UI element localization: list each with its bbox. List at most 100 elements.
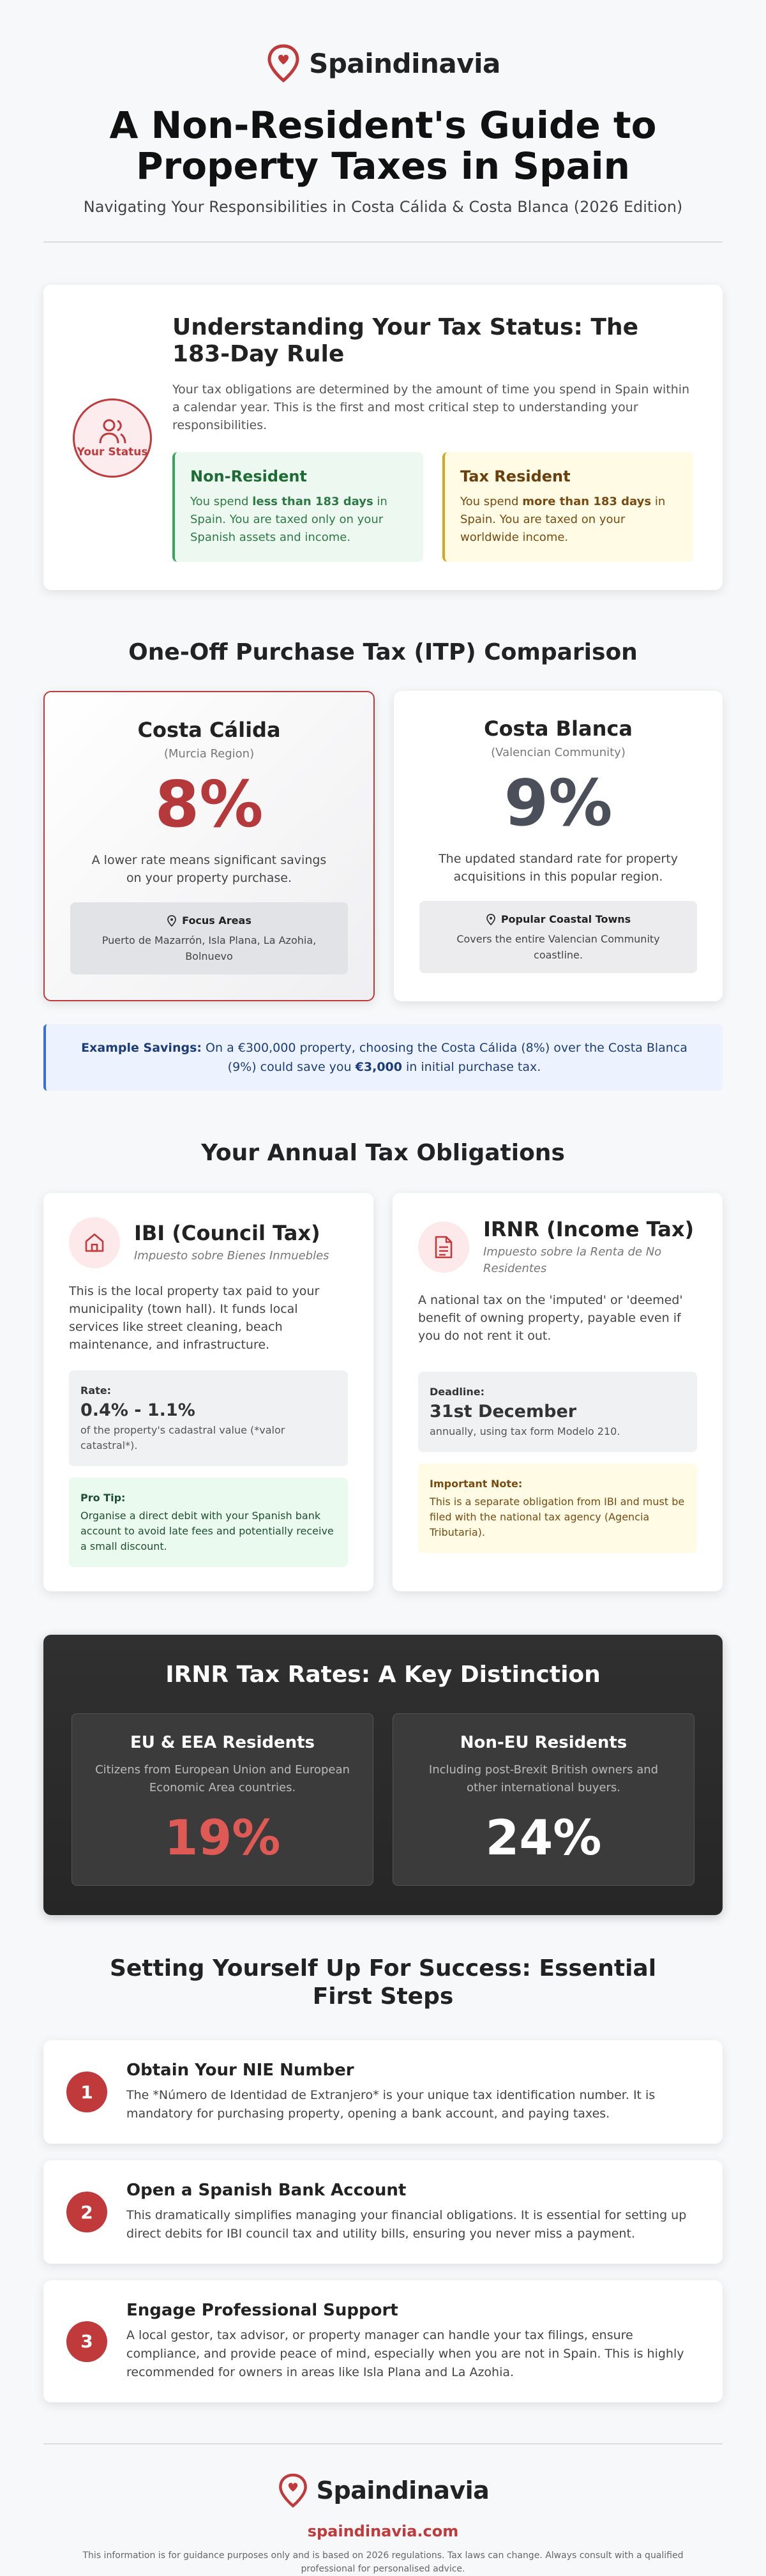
irnr-heading: IRNR Tax Rates: A Key Distinction — [165, 1662, 601, 1688]
info-box: Deadline: 31st December annually, using ta… — [418, 1372, 697, 1452]
tip-text: Organise a direct debit with your Spanis… — [80, 1510, 334, 1552]
tax-card: IBI (Council Tax) Impuesto sobre Bienes I… — [43, 1193, 373, 1591]
card-title: Tax Resident — [460, 467, 571, 485]
box-text: Puerto de Mazarrón, Isla Plana, La Azohi… — [101, 934, 317, 962]
group-rate: 24% — [485, 1809, 602, 1866]
header: Spaindinavia A Non-Resident's Guide to Pr… — [43, 0, 723, 243]
title-line: Property Taxes in Spain — [136, 144, 630, 188]
icon — [418, 1222, 469, 1273]
brand: Spaindinavia — [316, 2476, 490, 2504]
region-name: Costa Blanca — [484, 716, 633, 741]
tax-subtitle: Impuesto sobre Bienes Inmuebles — [134, 1249, 329, 1262]
region-area: (Murcia Region) — [163, 747, 255, 761]
card-bold: more than 183 days — [522, 495, 652, 508]
group-text: Citizens from European Union and Europea… — [95, 1763, 350, 1794]
group-text: Including post-Brexit British owners and… — [428, 1763, 659, 1794]
step-card: 2 Open a Spanish Bank Account This dramati… — [43, 2160, 723, 2264]
content: Spaindinavia A Non-Resident's Guide to Pr… — [43, 0, 723, 2576]
box-title-text: Focus Areas — [182, 914, 252, 927]
info-note: annually, using tax form Modelo 210. — [430, 1425, 620, 1437]
logo: Spaindinavia — [43, 43, 723, 83]
rate-groups: EU & EEA Residents Citizens from European… — [71, 1713, 695, 1886]
logo: Spaindinavia — [43, 2473, 723, 2508]
region-box: Popular Coastal Towns Covers the entire V… — [419, 901, 697, 973]
status-cards: Non-Resident You spend less than 183 days… — [172, 434, 693, 562]
tax-subtitle: Impuesto sobre la Renta de No Residentes — [483, 1245, 662, 1275]
card-title: Non-Resident — [190, 467, 307, 485]
step-card: 1 Obtain Your NIE Number The *Número de Id… — [43, 2040, 723, 2144]
info-note: of the property's cadastral value (*valo… — [80, 1424, 285, 1451]
step-number: 2 — [66, 2192, 107, 2232]
tax-card-heading: IRNR (Income Tax) Impuesto sobre la Renta… — [483, 1217, 697, 1277]
irnr-rates: IRNR Tax Rates: A Key Distinction EU & E… — [43, 1635, 723, 1915]
tax-card-header: IRNR (Income Tax) Impuesto sobre la Renta… — [418, 1217, 697, 1277]
card-bold: less than 183 days — [252, 495, 373, 508]
step-number: 1 — [66, 2072, 107, 2112]
section-heading: One-Off Purchase Tax (ITP) Comparison — [128, 639, 638, 665]
itp-cards: Costa Cálida (Murcia Region) 8% A lower … — [43, 691, 723, 1001]
section-heading: Setting Yourself Up For Success: Essenti… — [109, 1955, 657, 2010]
region-text: The updated standard rate for property a… — [439, 852, 678, 884]
pin-icon — [486, 913, 495, 925]
status-text: Your tax obligations are determined by t… — [172, 383, 690, 432]
title-line: A Non-Resident's Guide to — [109, 103, 657, 147]
tax-title: IBI (Council Tax) — [134, 1221, 320, 1245]
site-link[interactable]: spaindinavia.com — [307, 2522, 459, 2540]
brand: Spaindinavia — [309, 47, 500, 79]
group-title: EU & EEA Residents — [130, 1733, 315, 1752]
group-rate: 19% — [164, 1809, 281, 1866]
region-area: (Valencian Community) — [491, 746, 626, 759]
step-title: Engage Professional Support — [126, 2301, 398, 2320]
badge-label: Your Status — [77, 446, 148, 458]
savings-note: Example Savings: On a €300,000 property,… — [43, 1024, 723, 1091]
tax-text: A national tax on the 'imputed' or 'deem… — [418, 1293, 683, 1343]
info-label: Deadline: — [430, 1386, 484, 1398]
status-badge: Your Status — [73, 398, 152, 478]
footer: Spaindinavia spaindinavia.com This infor… — [43, 2443, 723, 2576]
savings-text: in initial purchase tax. — [406, 1060, 541, 1074]
tip-box: Pro Tip: Organise a direct debit with you… — [69, 1478, 348, 1567]
pin-icon — [167, 914, 177, 927]
tip-text: This is a separate obligation from IBI a… — [430, 1496, 685, 1538]
box-title: Popular Coastal Towns — [432, 911, 684, 927]
icon — [69, 1217, 120, 1268]
card-text: in Spain. You are taxed only on your Spa… — [190, 495, 387, 544]
step-text: A local gestor, tax advisor, or property… — [126, 2328, 684, 2379]
box-text: Covers the entire Valencian Community co… — [456, 933, 660, 961]
info-label: Rate: — [80, 1384, 112, 1397]
region-card: Costa Cálida (Murcia Region) 8% A lower … — [43, 691, 375, 1001]
region-rate: 9% — [504, 766, 613, 840]
info-box: Rate: 0.4% - 1.1% of the property's cadast… — [69, 1370, 348, 1466]
step-text: The *Número de Identidad de Extranjero* … — [126, 2088, 656, 2121]
annual-cards: IBI (Council Tax) Impuesto sobre Bienes I… — [43, 1193, 723, 1591]
tax-card-header: IBI (Council Tax) Impuesto sobre Bienes I… — [69, 1217, 348, 1268]
status-body: Understanding Your Tax Status: The 183-D… — [172, 314, 693, 562]
savings-amount: €3,000 — [355, 1060, 402, 1074]
non-resident-card: Non-Resident You spend less than 183 days… — [172, 452, 423, 562]
section-heading: Your Annual Tax Obligations — [201, 1140, 565, 1166]
tip-label: Pro Tip: — [80, 1492, 126, 1504]
title: A Non-Resident's Guide to Property Taxes … — [43, 105, 723, 186]
region-text: A lower rate means significant savings o… — [91, 853, 327, 885]
subtitle: Navigating Your Responsibilities in Cost… — [83, 198, 683, 216]
step-body: Engage Professional Support A local gesto… — [126, 2301, 700, 2382]
group-title: Non-EU Residents — [460, 1733, 627, 1752]
region-card: Costa Blanca (Valencian Community) 9% Th… — [394, 691, 723, 1001]
logo-icon — [267, 44, 299, 83]
step-text: This dramatically simplifies managing yo… — [126, 2208, 687, 2241]
divider — [43, 2443, 723, 2444]
step-body: Open a Spanish Bank Account This dramatic… — [126, 2181, 700, 2243]
status-card: Your Status Understanding Your Tax Statu… — [43, 285, 723, 590]
step-body: Obtain Your NIE Number The *Número de Ide… — [126, 2061, 700, 2123]
status-title: Understanding Your Tax Status: The 183-D… — [172, 314, 639, 367]
tip-label: Important Note: — [430, 1478, 523, 1490]
tax-card: IRNR (Income Tax) Impuesto sobre la Renta… — [393, 1193, 723, 1591]
box-title: Focus Areas — [83, 913, 335, 928]
info-value: 31st December — [430, 1402, 577, 1421]
rate-group: EU & EEA Residents Citizens from European… — [71, 1713, 373, 1886]
card-text: You spend — [460, 495, 519, 508]
rate-group: Non-EU Residents Including post-Brexit Br… — [393, 1713, 695, 1886]
step-title: Open a Spanish Bank Account — [126, 2181, 407, 2200]
region-box: Focus Areas Puerto de Mazarrón, Isla Plan… — [70, 902, 348, 974]
